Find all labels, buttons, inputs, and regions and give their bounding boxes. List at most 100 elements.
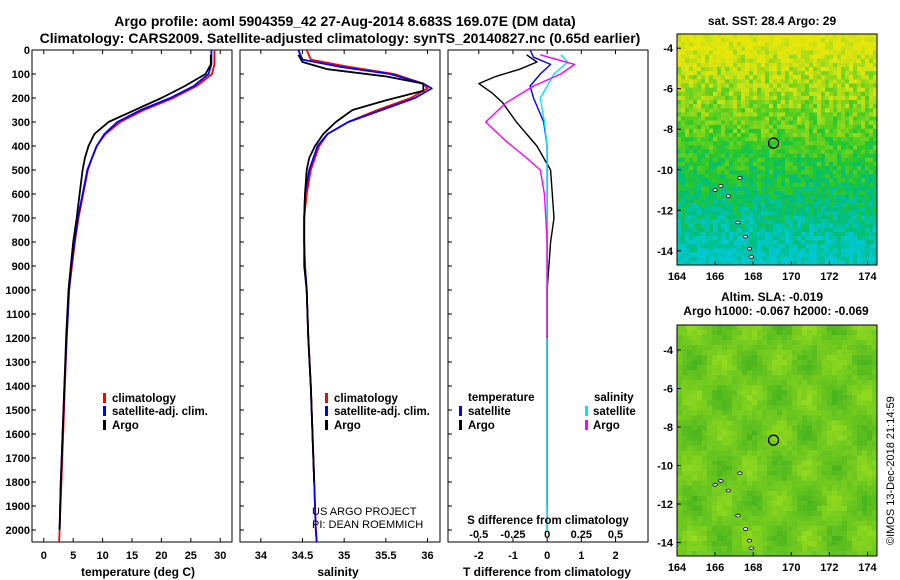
- map-cell: [857, 128, 862, 134]
- map-cell: [813, 128, 818, 134]
- map-cell: [809, 91, 814, 97]
- map-cell: [861, 104, 866, 109]
- map-cell: [712, 425, 718, 431]
- map-cell: [853, 199, 858, 204]
- map-cell: [693, 67, 698, 72]
- map-cell: [717, 207, 722, 212]
- map-cell: [717, 71, 722, 76]
- map-cell: [693, 182, 698, 187]
- map-cell: [687, 500, 693, 507]
- map-cell: [792, 425, 798, 431]
- map-cell: [707, 545, 713, 552]
- map-cell: [847, 480, 853, 486]
- map-cell: [777, 345, 783, 351]
- map-cell: [682, 445, 688, 451]
- map-cell: [741, 116, 746, 121]
- map-cell: [825, 199, 830, 204]
- map-cell: [761, 182, 766, 187]
- map-cell: [812, 325, 818, 331]
- map-cell: [682, 350, 688, 356]
- map-cell: [682, 485, 688, 492]
- map-cell: [802, 485, 808, 492]
- map-cell: [701, 248, 706, 253]
- map-cell: [841, 71, 846, 76]
- map-cell: [693, 62, 698, 68]
- map-cell: [729, 95, 734, 101]
- map-cell: [729, 194, 734, 200]
- map-cell: [857, 161, 862, 167]
- map-cell: [713, 244, 718, 249]
- map-cell: [697, 133, 702, 138]
- map-cell: [707, 440, 713, 446]
- map-cell: [801, 260, 806, 266]
- map-cell: [793, 153, 798, 159]
- map-cell: [787, 485, 793, 492]
- map-cell: [772, 515, 778, 522]
- map-cell: [747, 435, 753, 441]
- map-cell: [752, 350, 758, 356]
- map-cell: [681, 79, 686, 84]
- map-cell: [717, 440, 723, 446]
- map-cell: [842, 470, 848, 476]
- map-cell: [841, 79, 846, 84]
- map-cell: [769, 75, 774, 80]
- x-tick-label: 1: [578, 550, 584, 562]
- map-cell: [833, 153, 838, 159]
- map-cell: [801, 248, 806, 253]
- map-cell: [769, 211, 774, 216]
- map-cell: [682, 500, 688, 507]
- map-cell: [712, 500, 718, 507]
- map-cell: [777, 128, 782, 134]
- map-cell: [727, 495, 733, 502]
- map-cell: [681, 211, 686, 216]
- map-cell: [745, 120, 750, 126]
- map-cell: [727, 325, 733, 331]
- map-cell: [757, 520, 763, 527]
- map-cell: [701, 211, 706, 216]
- map-cell: [687, 465, 693, 471]
- map-cell: [745, 170, 750, 175]
- map-cell: [832, 395, 838, 401]
- map-cell: [767, 335, 773, 341]
- map-cell: [749, 145, 754, 150]
- map-cell: [681, 223, 686, 229]
- map-cell: [867, 335, 873, 341]
- map-cell: [725, 203, 730, 208]
- map-cell: [805, 248, 810, 253]
- map-cell: [712, 505, 718, 512]
- map-cell: [697, 475, 703, 481]
- map-cell: [787, 545, 793, 552]
- map-cell: [837, 79, 842, 84]
- map-cell: [812, 395, 818, 401]
- map-cell: [865, 153, 870, 159]
- map-cell: [781, 87, 786, 93]
- map-cell: [869, 252, 874, 258]
- map-cell: [797, 365, 803, 371]
- map-cell: [797, 182, 802, 187]
- map-cell: [867, 470, 873, 476]
- map-cell: [829, 256, 834, 262]
- map-cell: [733, 141, 738, 146]
- map-cell: [777, 108, 782, 113]
- map-cell: [817, 415, 823, 421]
- map-cell: [717, 390, 723, 396]
- map-cell: [677, 128, 682, 134]
- map-cell: [821, 232, 826, 237]
- map-cell: [717, 236, 722, 241]
- map-cell: [852, 360, 858, 366]
- map-cell: [772, 540, 778, 547]
- map-cell: [692, 385, 698, 391]
- map-cell: [805, 215, 810, 220]
- map-cell: [805, 211, 810, 216]
- map-cell: [857, 223, 862, 229]
- map-cell: [749, 236, 754, 241]
- map-cell: [841, 67, 846, 72]
- map-cell: [693, 260, 698, 266]
- map-cell: [777, 325, 783, 331]
- map-cell: [717, 360, 723, 366]
- map-cell: [772, 550, 778, 557]
- map-cell: [701, 87, 706, 93]
- map-cell: [792, 475, 798, 481]
- legend-swatch-s-argo: [585, 420, 588, 430]
- map-cell: [677, 83, 682, 88]
